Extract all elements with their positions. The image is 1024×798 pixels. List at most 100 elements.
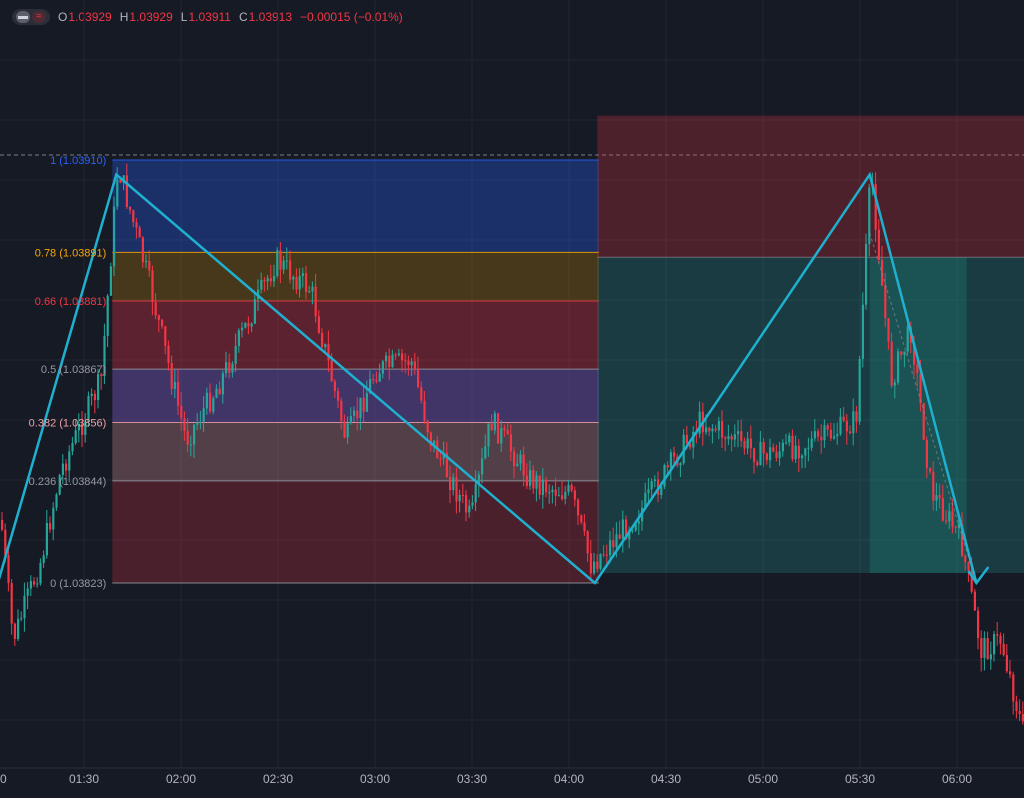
candle [855, 405, 858, 433]
candle [426, 419, 429, 439]
candle [570, 482, 573, 493]
candle-body [545, 479, 548, 493]
candle-body [42, 555, 45, 563]
x-tick-9: 06:00 [942, 772, 972, 786]
candle-body [106, 295, 109, 336]
candle-body [769, 447, 772, 461]
candle [561, 481, 564, 501]
candle-body [644, 493, 647, 508]
candle-body [929, 467, 932, 472]
candle [599, 553, 602, 571]
candle [215, 384, 218, 399]
candle [1009, 660, 1012, 679]
candle-body [420, 386, 423, 401]
candle [340, 397, 343, 430]
candle [87, 391, 90, 427]
candle-body [669, 452, 672, 468]
candle-body [317, 316, 320, 333]
candle-body [394, 354, 397, 356]
candle-body [103, 335, 106, 376]
candle-body [1002, 643, 1005, 656]
candle-body [458, 494, 461, 502]
candle [727, 424, 730, 445]
candle-body [948, 511, 951, 522]
candle-body [1009, 671, 1012, 675]
candle [231, 361, 234, 378]
legend-toggle[interactable]: ▬ ≈ [12, 9, 50, 25]
candle [801, 453, 804, 469]
candle [522, 446, 525, 487]
fib-band-3 [112, 369, 599, 423]
candle [650, 478, 653, 499]
candle [36, 577, 39, 588]
candle [177, 369, 180, 416]
candle-body [292, 276, 295, 280]
candle-body [612, 540, 615, 548]
candle-body [324, 344, 327, 348]
candle [164, 325, 167, 355]
candle [637, 510, 640, 535]
candle [490, 414, 493, 431]
candle-body [61, 463, 64, 476]
candle-body [605, 554, 608, 556]
candle [762, 437, 765, 467]
candle [471, 495, 474, 510]
candle [410, 357, 413, 377]
candle [180, 392, 183, 431]
candle-body [557, 495, 560, 497]
x-tick-1: 02:00 [166, 772, 196, 786]
candle-body [397, 353, 400, 356]
candle [730, 433, 733, 452]
candle [954, 525, 957, 534]
candle [365, 380, 368, 413]
candle [218, 381, 221, 395]
candle [333, 379, 336, 398]
zigzag-drawing [0, 171, 990, 586]
candle-body [884, 285, 887, 319]
candle-body [119, 179, 122, 183]
candle [1021, 701, 1024, 725]
candle-body [183, 418, 186, 431]
candle [186, 418, 189, 453]
candle-body [996, 634, 999, 636]
candle-body [753, 448, 756, 463]
candle-body [887, 318, 890, 342]
fib-labels: 1 (1.03910) 0.78 (1.03891) 0.66 (1.03881) 0… [29, 155, 107, 590]
candle [538, 475, 541, 500]
candle-body [327, 344, 330, 361]
candle [749, 425, 752, 459]
candle-body [740, 431, 743, 441]
candle [103, 323, 106, 385]
candle [1018, 699, 1021, 722]
candle [282, 255, 285, 275]
candle-body [618, 534, 621, 539]
candle-body [87, 395, 90, 422]
candle-body [209, 392, 212, 412]
candle-body [445, 452, 448, 477]
fib-band-0 [112, 160, 599, 253]
candle-body [122, 175, 125, 183]
eye-icon[interactable]: ▬ [16, 11, 30, 23]
candle [580, 514, 583, 525]
candle [567, 479, 570, 496]
wave-icon[interactable]: ≈ [32, 11, 46, 23]
candle-body [826, 425, 829, 430]
candle-body [561, 495, 564, 500]
candle-body [180, 405, 183, 419]
x-tick-2: 02:30 [263, 772, 293, 786]
candle [548, 484, 551, 504]
candle-body [986, 638, 989, 660]
candle [29, 575, 32, 597]
candle-body [897, 351, 900, 383]
candle-body [551, 489, 554, 493]
candle-body [359, 397, 362, 419]
candle-body [817, 431, 820, 437]
candle-body [765, 453, 768, 461]
candle [673, 446, 676, 466]
candle [445, 441, 448, 478]
candle-body [794, 445, 797, 460]
change-value: −0.00015 (−0.01%) [300, 10, 403, 24]
low-value: 1.03911 [188, 10, 231, 24]
candle [961, 512, 964, 558]
